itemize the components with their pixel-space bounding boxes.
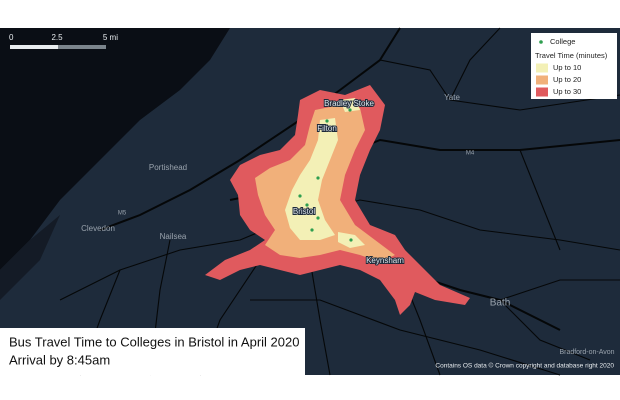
road-label: M4 (466, 151, 475, 157)
title-box (0, 328, 305, 375)
legend-swatch (536, 63, 548, 73)
scale-label: 0 (9, 33, 14, 42)
college-point (316, 216, 320, 220)
sea-shallow (0, 215, 60, 300)
legend-title: Travel Time (minutes) (535, 51, 608, 60)
college-point (310, 228, 314, 232)
college-point (305, 203, 309, 207)
legend: College Travel Time (minutes) Up to 10 Up t… (531, 33, 617, 99)
legend-label: Up to 20 (553, 75, 581, 84)
legend-swatch (536, 75, 548, 85)
place-label: Bath (490, 298, 511, 309)
scale-segment (10, 45, 58, 49)
legend-college-symbol (539, 40, 543, 44)
isochrone-10 (285, 118, 338, 240)
legend-label: College (550, 37, 575, 46)
college-point (325, 119, 329, 123)
place-label: Bristol (293, 207, 315, 216)
isochrone-10-north (340, 98, 360, 112)
road-label: M5 (118, 211, 127, 217)
sea (0, 28, 230, 270)
college-point (349, 238, 353, 242)
place-label: Nailsea (160, 232, 187, 241)
place-label: Bradford-on-Avon (559, 349, 614, 356)
scale-label: 5 mi (103, 33, 118, 42)
subtitle: Arrival by 8:45am (9, 352, 110, 367)
place-label: Portishead (149, 163, 187, 172)
college-point (348, 108, 352, 112)
college-point (298, 194, 302, 198)
title: Bus Travel Time to Colleges in Bristol i… (9, 334, 299, 349)
college-points (298, 108, 353, 242)
legend-label: Up to 30 (553, 87, 581, 96)
legend-swatch (536, 87, 548, 97)
place-label: Bradley Stoke (324, 99, 374, 108)
attribution: Contains OS data © Crown copyright and d… (435, 362, 614, 370)
place-label: Yate (444, 93, 460, 102)
place-label: Filton (317, 124, 337, 133)
place-label: Keynsham (366, 256, 404, 265)
college-point (316, 176, 320, 180)
legend-label: Up to 10 (553, 63, 581, 72)
scale-label: 2.5 (51, 33, 63, 42)
place-label: Clevedon (81, 224, 115, 233)
scale-segment (58, 45, 106, 49)
scale-bar: 0 2.5 5 mi (9, 33, 118, 49)
